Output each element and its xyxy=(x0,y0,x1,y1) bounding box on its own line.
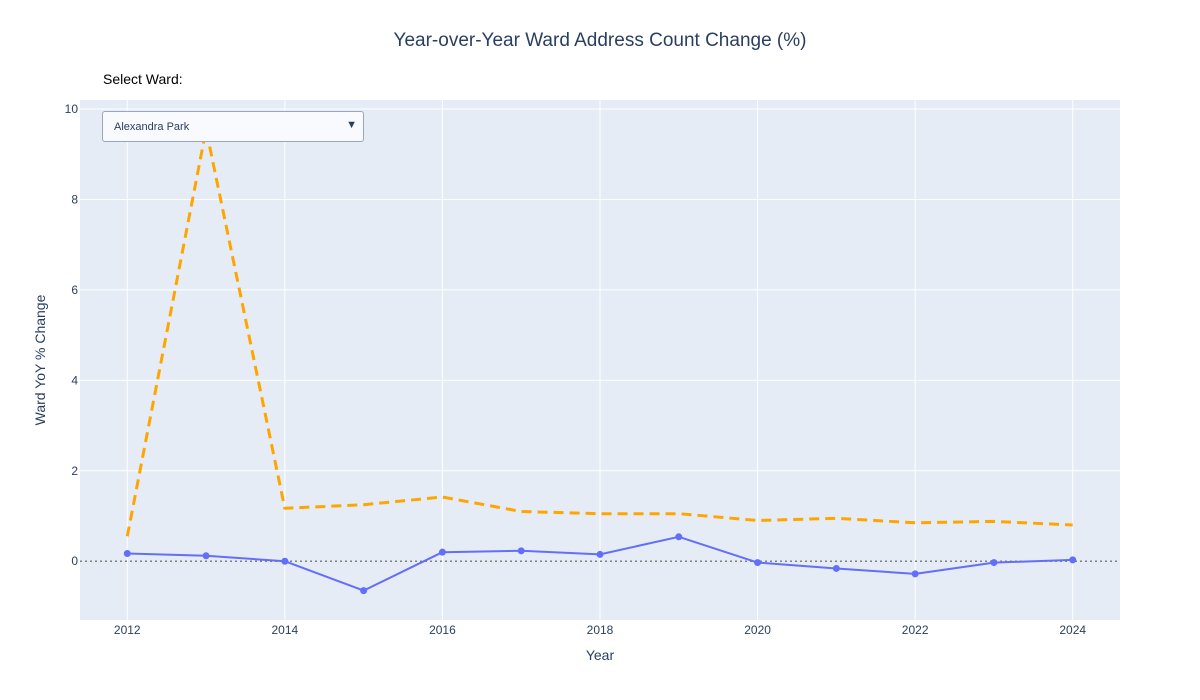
data-point xyxy=(675,533,683,541)
data-point xyxy=(281,557,289,565)
x-tick-label: 2016 xyxy=(429,623,456,637)
x-tick-label: 2024 xyxy=(1059,623,1086,637)
x-tick-label: 2018 xyxy=(587,623,614,637)
data-point xyxy=(990,559,998,567)
x-tick-label: 2012 xyxy=(114,623,141,637)
data-point xyxy=(123,550,131,558)
ward-select-dropdown[interactable]: Alexandra Park ▼ xyxy=(102,111,364,142)
y-tick-label: 2 xyxy=(71,464,78,478)
y-tick-label: 0 xyxy=(71,554,78,568)
data-point xyxy=(596,550,604,558)
x-tick-label: 2020 xyxy=(744,623,771,637)
series-group xyxy=(123,127,1077,595)
ward-select-label: Select Ward: xyxy=(103,71,183,87)
data-point xyxy=(202,552,210,560)
y-tick-label: 10 xyxy=(65,102,79,116)
x-axis-label: Year xyxy=(586,647,615,663)
data-point xyxy=(754,559,762,567)
data-point xyxy=(911,570,919,578)
data-point xyxy=(517,547,525,555)
data-point xyxy=(1069,556,1077,564)
data-point xyxy=(438,548,446,556)
chart-title: Year-over-Year Ward Address Count Change… xyxy=(393,30,807,51)
y-tick-label: 6 xyxy=(71,283,78,297)
data-point xyxy=(832,564,840,572)
x-tick-label: 2022 xyxy=(902,623,929,637)
ward-select-value: Alexandra Park xyxy=(114,121,190,133)
x-tick-label: 2014 xyxy=(271,623,298,637)
y-tick-label: 4 xyxy=(71,373,78,387)
x-axis-ticks: 2012 2014 2016 2018 2020 2022 2024 xyxy=(114,623,1086,637)
y-tick-label: 8 xyxy=(71,192,78,206)
y-axis-label: Ward YoY % Change xyxy=(32,294,48,425)
data-point xyxy=(360,587,368,595)
y-axis-ticks: 0 2 4 6 8 10 xyxy=(65,102,79,568)
series-line-2 xyxy=(125,127,1073,537)
chevron-down-icon[interactable]: ▼ xyxy=(346,119,357,131)
grid-lines xyxy=(80,100,1120,620)
